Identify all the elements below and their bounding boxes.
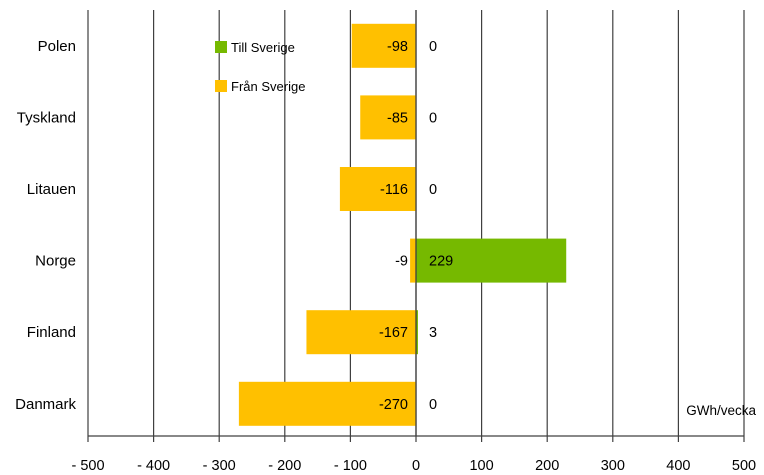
data-label-till: 3 xyxy=(429,325,437,341)
legend-label: Till Sverige xyxy=(231,40,295,55)
legend-label: Från Sverige xyxy=(231,79,305,94)
x-tick-label: 200 xyxy=(535,458,559,474)
x-tick-label: - 200 xyxy=(268,458,301,474)
category-label: Litauen xyxy=(27,181,76,198)
category-label: Polen xyxy=(38,38,76,55)
data-label-fran: -9 xyxy=(395,254,408,270)
category-label: Danmark xyxy=(15,396,76,413)
data-label-till: 0 xyxy=(429,182,437,198)
data-labels: -98 0 -85 0 -116 0 -9 229 -167 3 -270 0 xyxy=(379,39,453,413)
data-label-fran: -270 xyxy=(379,397,408,413)
bar-till-sverige xyxy=(416,238,567,283)
x-tick-label: 0 xyxy=(412,458,420,474)
bar-till-sverige xyxy=(416,310,418,355)
bar-fran-sverige xyxy=(339,167,416,211)
bars xyxy=(238,23,567,426)
legend-swatch xyxy=(215,80,227,92)
bar-fran-sverige xyxy=(351,23,416,68)
x-tick-label: 300 xyxy=(601,458,625,474)
category-label: Finland xyxy=(27,324,76,341)
category-labels: Polen Tyskland Litauen Norge Finland Danmark xyxy=(15,38,76,413)
x-tick-label: - 100 xyxy=(334,458,367,474)
x-tick-label: - 400 xyxy=(137,458,170,474)
data-label-till: 0 xyxy=(429,39,437,55)
unit-label: GWh/vecka xyxy=(686,403,756,418)
data-label-fran: -167 xyxy=(379,325,408,341)
data-label-fran: -85 xyxy=(387,110,408,126)
x-tick-label: 400 xyxy=(666,458,690,474)
x-tick-label: 100 xyxy=(469,458,493,474)
data-label-till: 229 xyxy=(429,254,453,270)
category-label: Tyskland xyxy=(17,109,76,126)
category-label: Norge xyxy=(35,253,76,270)
bar-fran-sverige xyxy=(410,238,416,283)
data-label-till: 0 xyxy=(429,110,437,126)
bar-fran-sverige xyxy=(360,95,416,140)
data-label-fran: -98 xyxy=(387,39,408,55)
bar-fran-sverige xyxy=(306,310,416,355)
data-label-fran: -116 xyxy=(380,182,408,198)
x-tick-label: - 300 xyxy=(203,458,236,474)
bar-fran-sverige xyxy=(238,381,416,426)
x-tick-label: - 500 xyxy=(71,458,104,474)
legend: Till Sverige Från Sverige xyxy=(215,40,305,94)
x-ticks: - 500 - 400 - 300 - 200 - 100 0 100 200 300 400 50… xyxy=(71,436,756,474)
x-tick-label: 500 xyxy=(732,458,756,474)
legend-swatch xyxy=(215,41,227,53)
data-label-till: 0 xyxy=(429,397,437,413)
